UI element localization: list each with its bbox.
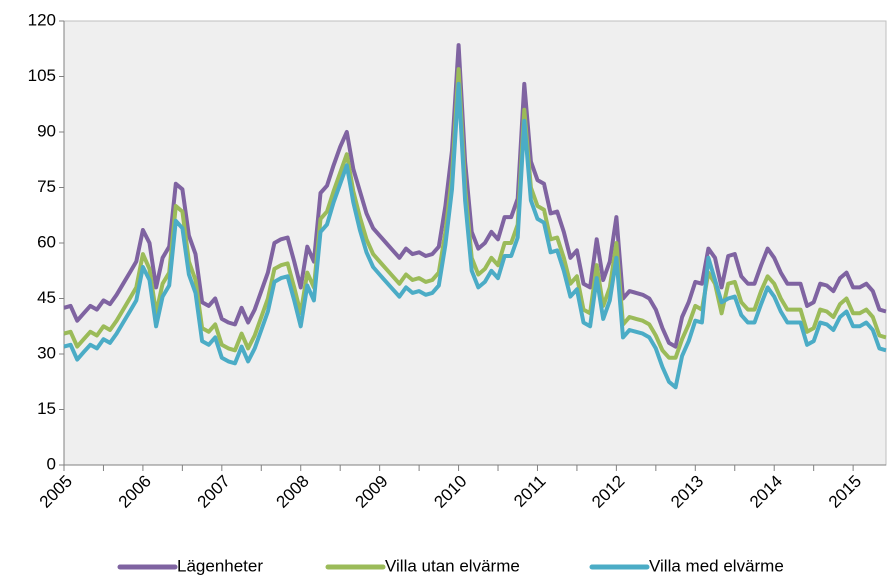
y-tick-label: 30 [37,343,56,362]
x-tick-label: 2012 [588,472,628,512]
x-tick-label: 2010 [430,472,470,512]
y-tick-label: 15 [37,399,56,418]
x-tick-label: 2015 [825,472,865,512]
y-tick-label: 45 [37,288,56,307]
x-tick-label: 2007 [194,472,234,512]
y-tick-label: 90 [37,121,56,140]
legend-label: Villa med elvärme [649,556,784,575]
y-tick-label: 60 [37,232,56,251]
series-line [63,81,887,390]
y-tick-label: 75 [37,177,56,196]
legend-label: Villa utan elvärme [385,556,520,575]
x-tick-label: 2009 [351,472,391,512]
x-tick-label: 2011 [510,472,549,511]
x-tick-label: 2013 [667,472,707,512]
x-tick-label: 2005 [36,472,76,512]
y-tick-label: 105 [28,66,56,85]
y-tick-label: 0 [47,454,56,473]
y-tick-label: 120 [28,10,56,29]
x-tick-label: 2014 [746,472,786,512]
legend-label: Lägenheter [177,556,263,575]
x-tick-label: 2008 [273,472,313,512]
series-line [63,43,887,349]
x-tick-label: 2006 [115,472,155,512]
